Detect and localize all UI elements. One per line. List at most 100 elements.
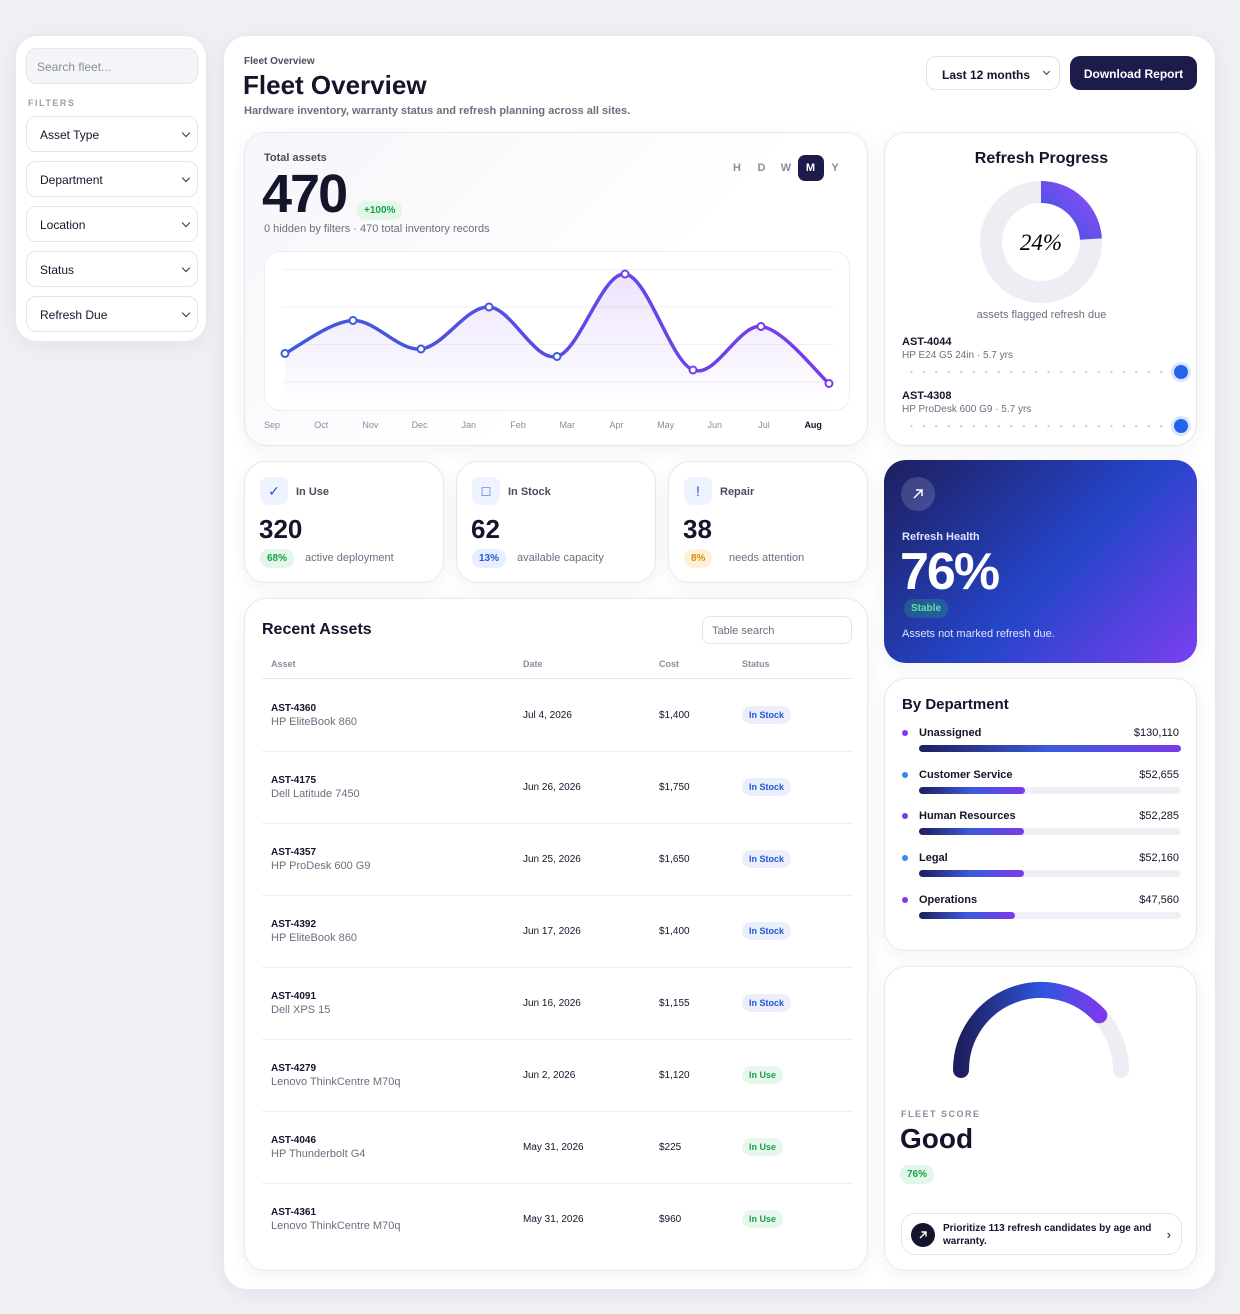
row-divider: [262, 751, 852, 752]
column-header: Date: [523, 659, 543, 669]
filter-select[interactable]: Asset Type: [26, 116, 198, 152]
table-search[interactable]: Table search: [702, 616, 852, 644]
health-badge: Stable: [904, 599, 949, 618]
x-label: Jun: [708, 420, 723, 430]
asset-id: AST-4360: [271, 703, 317, 714]
asset-cost: $1,750: [659, 782, 690, 793]
health-note: Assets not marked refresh due.: [902, 628, 1055, 640]
dept-track: [919, 828, 1181, 836]
point: [824, 379, 834, 388]
asset-cost: $1,400: [659, 710, 690, 721]
dept-bar: [919, 828, 1025, 836]
stat-value: 320: [259, 514, 303, 544]
asset-date: Jun 26, 2026: [523, 782, 581, 793]
column-header: Asset: [271, 659, 296, 669]
asset-id: AST-4357: [271, 847, 317, 858]
eyebrow: Fleet Overview: [244, 56, 315, 67]
sidebar: Search fleet... FILTERS Asset Type Depart…: [15, 35, 207, 342]
action-box[interactable]: Prioritize 113 refresh candidates by age…: [901, 1213, 1182, 1255]
action-text: Prioritize 113 refresh candidates by age…: [943, 1223, 1152, 1247]
line-area: [285, 273, 829, 409]
asset-cost: $960: [659, 1214, 682, 1225]
slider-dots: [905, 371, 1175, 373]
point: [552, 352, 562, 361]
asset-id: AST-4279: [271, 1063, 317, 1074]
total-label: Total assets: [264, 152, 327, 164]
period-select[interactable]: Last 12 months: [926, 56, 1060, 90]
status-pill: In Use: [742, 1066, 784, 1084]
x-label: Apr: [609, 420, 623, 430]
asset-model: Dell Latitude 7450: [271, 788, 360, 800]
action-icon: [911, 1223, 935, 1247]
dept-dot: [902, 730, 908, 736]
score-badge: 76%: [900, 1165, 935, 1184]
slider-thumb[interactable]: [1174, 419, 1188, 433]
dept-bar: [919, 870, 1025, 878]
status-pill: In Use: [742, 1210, 784, 1228]
main-panel: Fleet Overview Fleet Overview Hardware i…: [223, 35, 1216, 1290]
stat-label: In Use: [296, 486, 330, 498]
total-value: 470: [262, 164, 348, 224]
x-label: Jul: [758, 420, 770, 430]
status-pill: In Stock: [742, 706, 792, 724]
fleet-score-card: FLEET SCORE Good 76% Prioritize 113 refr…: [884, 966, 1197, 1271]
gauge-arc: [953, 982, 1108, 1078]
download-button[interactable]: Download Report: [1070, 56, 1197, 90]
slider-thumb[interactable]: [1174, 365, 1188, 379]
dept-dot: [902, 855, 908, 862]
asset-id: AST-4046: [271, 1135, 317, 1146]
gauge: [953, 982, 1129, 1078]
dept-name: Legal: [919, 852, 948, 865]
status-pill: In Stock: [742, 778, 792, 796]
asset-cost: $225: [659, 1142, 682, 1153]
stat-note: available capacity: [517, 552, 604, 564]
item-id: AST-4044: [902, 336, 952, 348]
item-detail: HP E24 G5 24in · 5.7 yrs: [902, 350, 1013, 361]
point: [280, 349, 290, 358]
asset-date: Jun 25, 2026: [523, 854, 581, 865]
donut-arc: [980, 181, 1102, 303]
department-title: By Department: [902, 696, 1009, 713]
filter-select[interactable]: Status: [26, 251, 198, 287]
dept-name: Customer Service: [919, 768, 1013, 781]
stat-value: 38: [683, 514, 712, 544]
donut-label: 24%: [1020, 230, 1062, 255]
page-title: Fleet Overview: [243, 70, 427, 100]
dept-value: $52,285: [1139, 810, 1179, 823]
search-input[interactable]: Search fleet...: [26, 48, 198, 84]
subtitle: Hardware inventory, warranty status and …: [244, 105, 631, 117]
dept-name: Unassigned: [919, 727, 982, 739]
asset-model: HP ProDesk 600 G9: [271, 860, 371, 872]
row-divider: [262, 1183, 852, 1184]
point: [348, 316, 358, 325]
stat-note: needs attention: [729, 552, 805, 564]
x-label: May: [657, 420, 675, 430]
filter-select[interactable]: Refresh Due: [26, 296, 198, 332]
asset-model: Lenovo ThinkCentre M70q: [271, 1220, 401, 1232]
asset-id: AST-4392: [271, 919, 317, 930]
x-label: Jan: [462, 420, 477, 430]
asset-date: May 31, 2026: [523, 1142, 584, 1153]
stat-icon: ✓: [260, 477, 288, 505]
asset-cost: $1,155: [659, 998, 690, 1009]
dept-value: $52,655: [1139, 768, 1179, 781]
range-toggle[interactable]: Y: [831, 162, 839, 174]
filter-select[interactable]: Department: [26, 161, 198, 197]
x-label: Sep: [264, 420, 280, 430]
range-toggle[interactable]: W: [780, 162, 792, 174]
range-toggle[interactable]: M: [797, 155, 824, 181]
row-divider: [262, 895, 852, 896]
row-divider: [262, 1111, 852, 1112]
range-toggle[interactable]: H: [733, 162, 741, 174]
x-label: Feb: [510, 420, 526, 430]
row-divider: [262, 823, 852, 824]
range-toggle[interactable]: D: [757, 162, 766, 174]
point: [484, 302, 494, 312]
row-divider: [262, 967, 852, 968]
line: [284, 272, 831, 385]
x-label: Oct: [314, 420, 329, 430]
refresh-progress-card: Refresh Progress 24% assets flagged refr…: [884, 132, 1197, 446]
dept-track: [919, 911, 1181, 919]
action-chevron: ›: [1166, 1227, 1171, 1242]
filter-select[interactable]: Location: [26, 206, 198, 242]
